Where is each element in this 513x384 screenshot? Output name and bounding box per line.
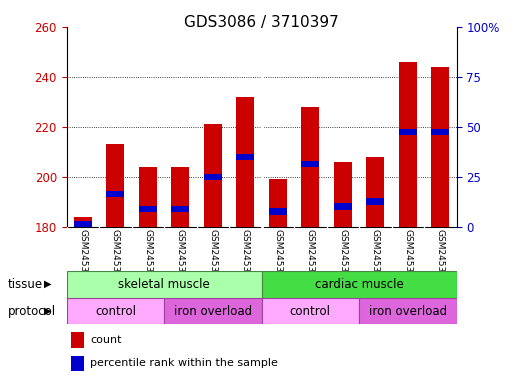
Bar xyxy=(236,97,254,227)
Bar xyxy=(236,154,254,160)
Bar xyxy=(74,217,92,227)
Bar xyxy=(366,157,384,227)
Text: GSM245351: GSM245351 xyxy=(371,229,380,283)
Text: GSM245359: GSM245359 xyxy=(241,229,250,283)
Bar xyxy=(399,62,417,227)
Text: ▶: ▶ xyxy=(44,306,51,316)
Text: GSM245357: GSM245357 xyxy=(176,229,185,283)
Text: GDS3086 / 3710397: GDS3086 / 3710397 xyxy=(184,15,339,30)
Text: percentile rank within the sample: percentile rank within the sample xyxy=(90,358,278,368)
Bar xyxy=(431,67,449,227)
Bar xyxy=(107,191,124,197)
Bar xyxy=(204,124,222,227)
Text: GSM245356: GSM245356 xyxy=(144,229,152,283)
Bar xyxy=(164,298,262,324)
Bar xyxy=(74,221,92,227)
Text: control: control xyxy=(290,305,331,318)
Text: cardiac muscle: cardiac muscle xyxy=(314,278,404,291)
Text: GSM245358: GSM245358 xyxy=(208,229,218,283)
Text: GSM245355: GSM245355 xyxy=(111,229,120,283)
Text: protocol: protocol xyxy=(8,305,56,318)
Bar xyxy=(262,271,457,298)
Bar xyxy=(269,179,287,227)
Bar xyxy=(67,271,262,298)
Text: GSM245354: GSM245354 xyxy=(78,229,87,283)
Bar xyxy=(71,356,84,371)
Bar xyxy=(366,199,384,205)
Bar xyxy=(262,298,359,324)
Bar xyxy=(139,206,157,212)
Bar xyxy=(302,107,319,227)
Text: GSM245348: GSM245348 xyxy=(273,229,282,283)
Bar xyxy=(269,209,287,215)
Bar xyxy=(71,332,84,348)
Text: GSM245352: GSM245352 xyxy=(403,229,412,283)
Text: GSM245353: GSM245353 xyxy=(436,229,445,283)
Bar xyxy=(139,167,157,227)
Bar xyxy=(67,298,164,324)
Bar xyxy=(204,174,222,180)
Bar xyxy=(359,298,457,324)
Bar xyxy=(171,167,189,227)
Text: skeletal muscle: skeletal muscle xyxy=(119,278,210,291)
Text: GSM245350: GSM245350 xyxy=(339,229,347,283)
Text: tissue: tissue xyxy=(8,278,43,291)
Text: control: control xyxy=(95,305,136,318)
Text: iron overload: iron overload xyxy=(369,305,447,318)
Bar xyxy=(302,161,319,167)
Text: ▶: ▶ xyxy=(44,279,51,289)
Text: iron overload: iron overload xyxy=(174,305,252,318)
Text: GSM245349: GSM245349 xyxy=(306,229,315,283)
Bar xyxy=(334,204,352,210)
Bar xyxy=(431,129,449,135)
Bar xyxy=(399,129,417,135)
Bar xyxy=(107,144,124,227)
Text: count: count xyxy=(90,335,122,345)
Bar xyxy=(334,162,352,227)
Bar xyxy=(171,206,189,212)
